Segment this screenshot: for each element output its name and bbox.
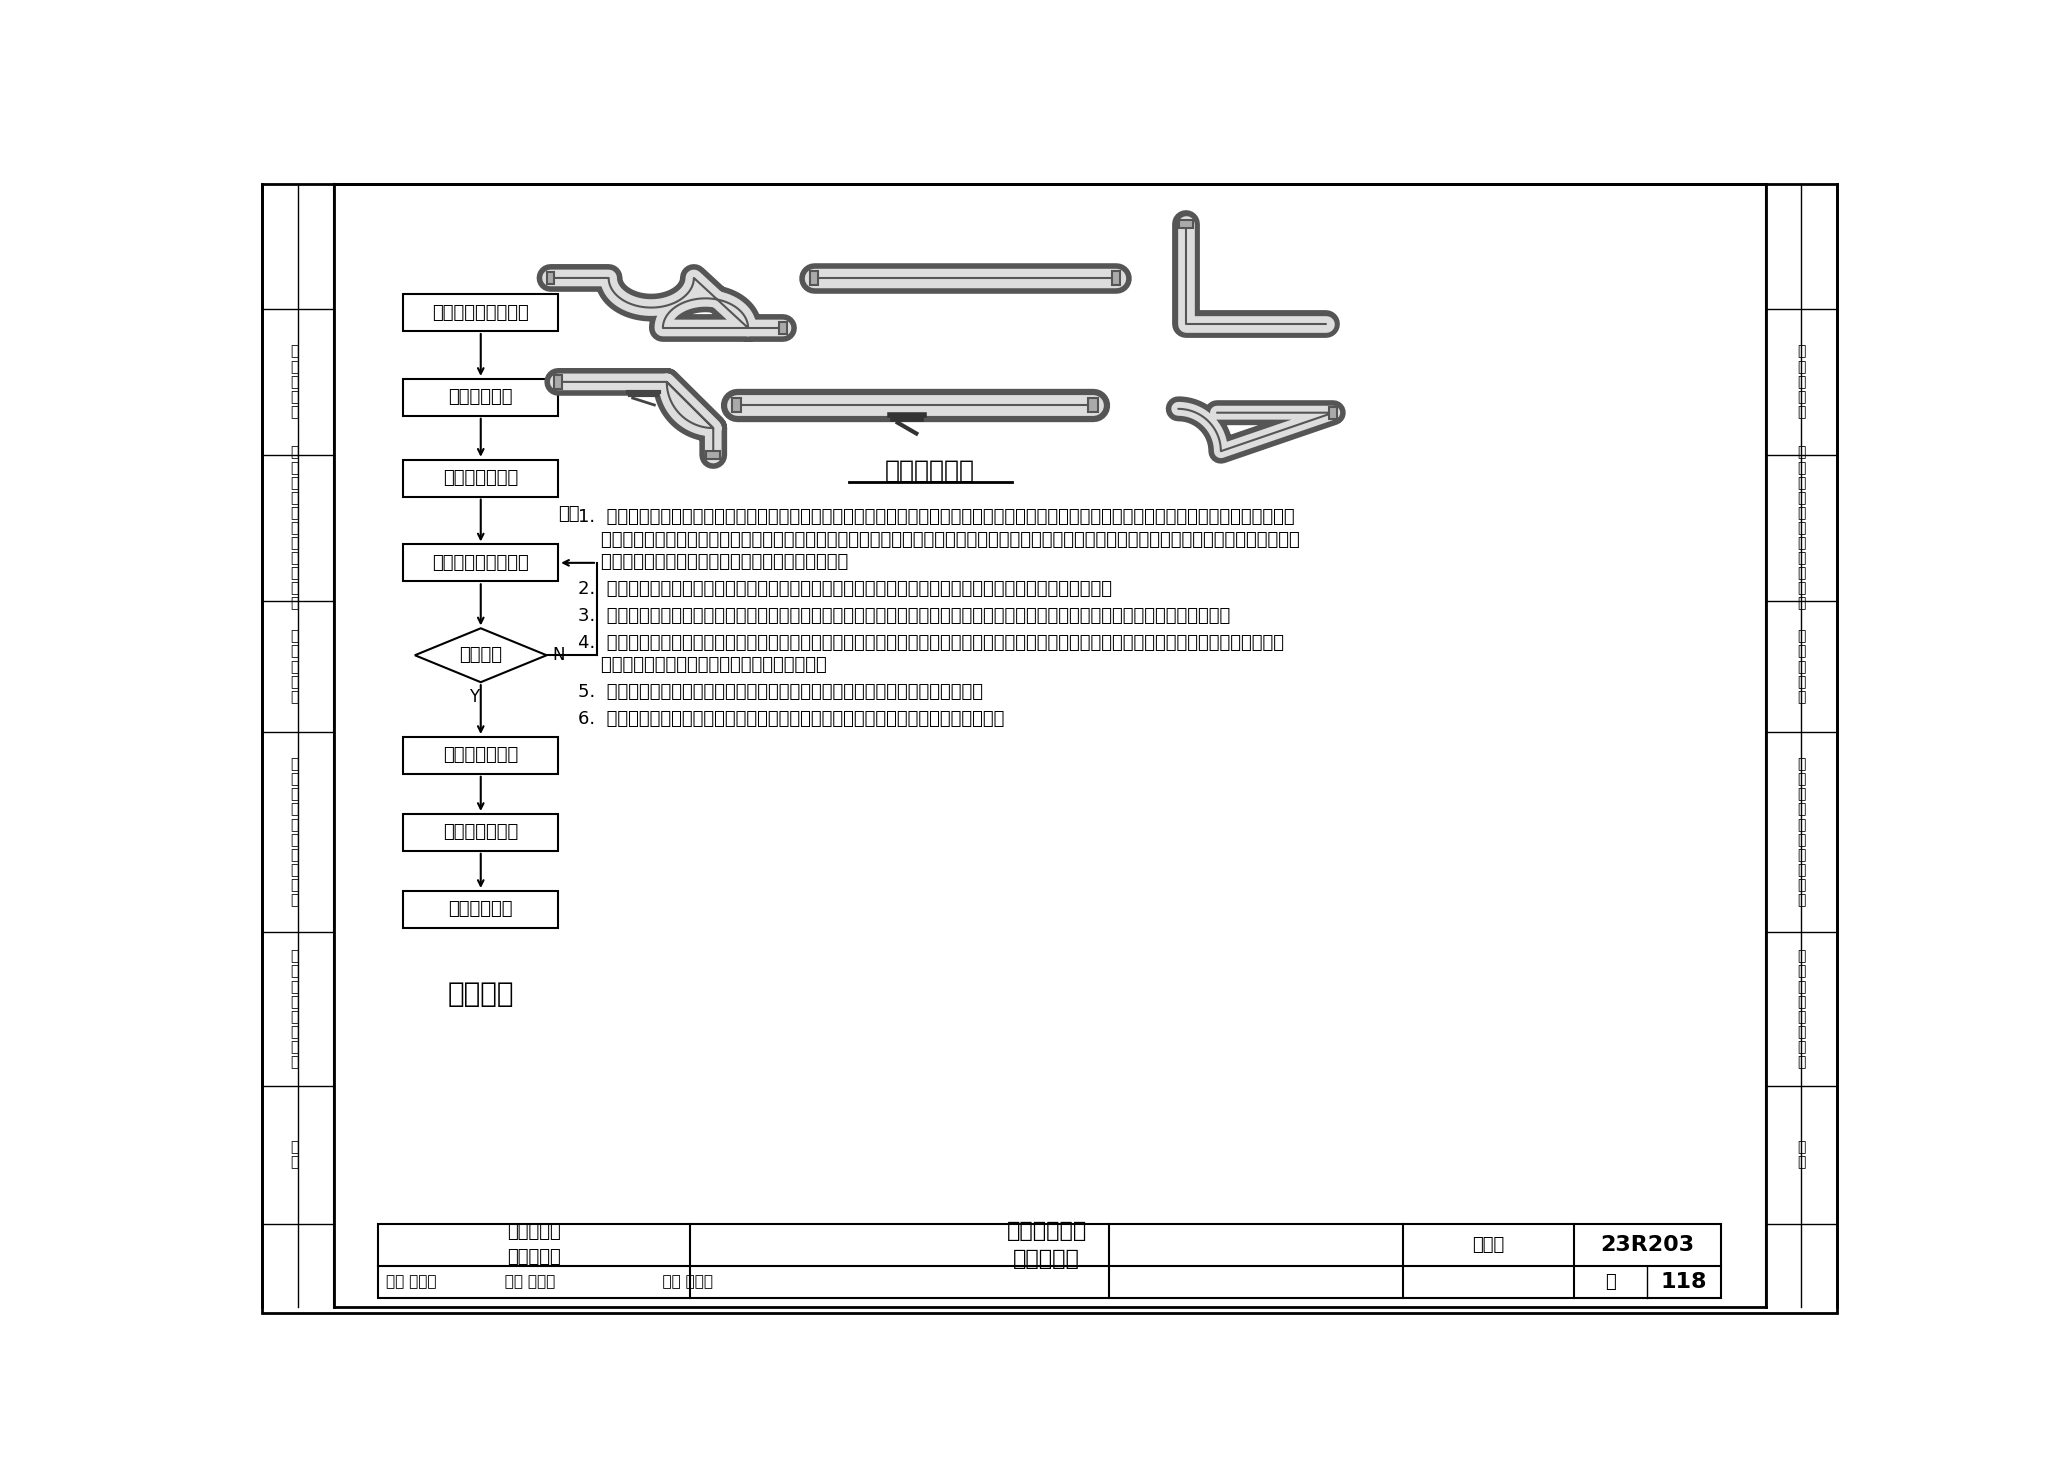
Text: 页: 页 xyxy=(1606,1273,1616,1291)
Bar xyxy=(547,271,555,285)
Bar xyxy=(403,544,559,581)
Text: 机
房
装
配
式
建
造
与
安
装: 机 房 装 配 式 建 造 与 安 装 xyxy=(291,757,299,907)
Text: 管道标示和封口: 管道标示和封口 xyxy=(442,824,518,842)
Bar xyxy=(403,891,559,928)
Text: 管道单元模块
制作与加工: 管道单元模块 制作与加工 xyxy=(1006,1221,1087,1269)
Bar xyxy=(731,399,741,412)
Bar xyxy=(778,322,786,333)
Bar xyxy=(403,459,559,496)
Text: 118: 118 xyxy=(1661,1272,1708,1292)
Bar xyxy=(379,1224,1720,1298)
Text: 管道及模块
制作与加工: 管道及模块 制作与加工 xyxy=(508,1223,561,1266)
Text: 模
块
化
机
组: 模 块 化 机 组 xyxy=(1798,345,1806,419)
Text: 质量检验: 质量检验 xyxy=(459,646,502,664)
Text: 注：: 注： xyxy=(559,505,580,523)
Text: 模
块
化
机
组: 模 块 化 机 组 xyxy=(291,345,299,419)
Bar xyxy=(1329,406,1337,419)
Text: 6.  管道的清洗和防腐应满足设计说明和规范的要求，不得私自修改或降低相应的标准。: 6. 管道的清洗和防腐应满足设计说明和规范的要求，不得私自修改或降低相应的标准。 xyxy=(578,710,1006,728)
Text: 机
房
附
属
设
备
和
管
道
配
件: 机 房 附 属 设 备 和 管 道 配 件 xyxy=(1798,446,1806,611)
Bar xyxy=(1180,221,1194,228)
Bar xyxy=(555,375,561,388)
Text: Y: Y xyxy=(469,688,479,707)
Text: 的备料情况，及时补充缺少材料，避免影响加工任务；管道焊接前应具有合格的焊接工艺评定报告及焊接作业指导书，焊工应具有相应的资格证书，: 的备料情况，及时补充缺少材料，避免影响加工任务；管道焊接前应具有合格的焊接工艺评… xyxy=(578,531,1300,548)
Text: 23R203: 23R203 xyxy=(1599,1235,1694,1255)
Text: 机
房
典
型
工
程
实
例: 机 房 典 型 工 程 实 例 xyxy=(291,950,299,1070)
Text: 整
装
式
机
房: 整 装 式 机 房 xyxy=(291,630,299,704)
Text: 工作流程: 工作流程 xyxy=(449,980,514,1008)
Text: 合格等级等应符合设计文件及相关规范的要求；: 合格等级等应符合设计文件及相关规范的要求； xyxy=(578,657,827,674)
Bar xyxy=(403,737,559,774)
Text: 管道预制加工前准备: 管道预制加工前准备 xyxy=(432,304,528,322)
Bar xyxy=(403,814,559,851)
Text: 管道组装对口与焊接: 管道组装对口与焊接 xyxy=(432,554,528,572)
Text: 管道清洗与防腐: 管道清洗与防腐 xyxy=(442,747,518,765)
Text: 3.  管道的切割、坡口应采用机械加工方式，组对和焊接过程严格执行质量控制管理制度，确保加工精度和质量符合相关国家标准要求；: 3. 管道的切割、坡口应采用机械加工方式，组对和焊接过程严格执行质量控制管理制度… xyxy=(578,606,1231,625)
Bar xyxy=(403,379,559,416)
Text: 审核 陈晓文              校对 朱进林                      设计 陈翰轶: 审核 陈晓文 校对 朱进林 设计 陈翰轶 xyxy=(387,1275,713,1289)
Text: 附
录: 附 录 xyxy=(291,1141,299,1169)
Text: 整
装
式
机
房: 整 装 式 机 房 xyxy=(1798,630,1806,704)
Bar xyxy=(811,271,817,285)
Text: 管道验收交付: 管道验收交付 xyxy=(449,901,512,919)
Text: 机
房
附
属
设
备
和
管
道
配
件: 机 房 附 属 设 备 和 管 道 配 件 xyxy=(291,446,299,611)
Text: 机
房
典
型
工
程
实
例: 机 房 典 型 工 程 实 例 xyxy=(1798,950,1806,1070)
Text: 机
房
装
配
式
建
造
与
安
装: 机 房 装 配 式 建 造 与 安 装 xyxy=(1798,757,1806,907)
Text: 图集号: 图集号 xyxy=(1473,1236,1505,1254)
Text: 1.  管道预制加工前准备工作包括但不限于：对加工人员进行详细的图纸与技术交底，确保加工人员准确无误的掌握图纸内容；提前确认加工所需材料: 1. 管道预制加工前准备工作包括但不限于：对加工人员进行详细的图纸与技术交底，确… xyxy=(578,508,1294,526)
Text: 管道分段示例: 管道分段示例 xyxy=(885,458,975,483)
Bar xyxy=(262,732,334,932)
Bar xyxy=(1112,271,1120,285)
Text: N: N xyxy=(553,646,565,664)
Bar xyxy=(403,293,559,330)
Text: 焊接过程中应严格执行焊接作业指导书的技术要求；: 焊接过程中应严格执行焊接作业指导书的技术要求； xyxy=(578,553,848,571)
Text: 4.  预制管段质量检验主要包括焊缝质量检验，预制管道外形尺寸质量检验、法兰密封面的质量检验、管内洁净度质量检验等，其检验方法、数量、: 4. 预制管段质量检验主要包括焊缝质量检验，预制管道外形尺寸质量检验、法兰密封面… xyxy=(578,634,1284,652)
Text: 2.  在领取管道材料时，应对材料外观和质量规格进行检查，确认材料质量、规格型号是否满足设计图纸要求；: 2. 在领取管道材料时，应对材料外观和质量规格进行检查，确认材料质量、规格型号是… xyxy=(578,579,1112,597)
Text: 5.  质量检验过程中应形成必要的检查记录或检测报告，便于对加工质量进行跟踪；: 5. 质量检验过程中应形成必要的检查记录或检测报告，便于对加工质量进行跟踪； xyxy=(578,683,983,701)
Text: 管道材料领用: 管道材料领用 xyxy=(449,388,512,406)
Bar xyxy=(707,451,721,459)
Text: 附
录: 附 录 xyxy=(1798,1141,1806,1169)
Bar xyxy=(1087,399,1098,412)
Bar xyxy=(1765,732,1837,932)
Polygon shape xyxy=(416,628,547,682)
Text: 管道切割与坡口: 管道切割与坡口 xyxy=(442,470,518,488)
